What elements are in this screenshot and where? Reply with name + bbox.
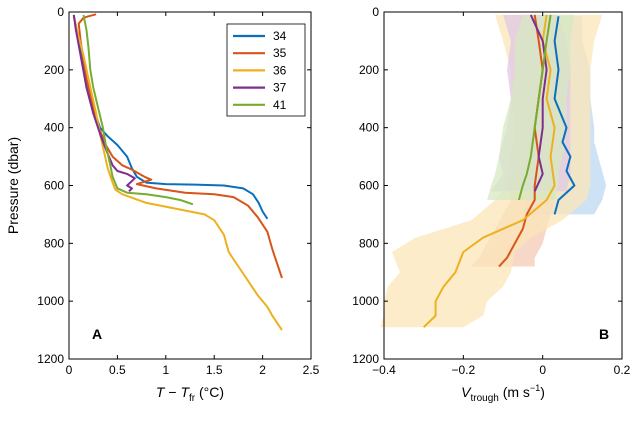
panel-a-xtick-label: 0.5	[109, 363, 126, 377]
panel-b-letter: B	[599, 326, 609, 342]
panel-a-xtick-label: 0	[66, 363, 73, 377]
panel-b-ytick-label: 0	[372, 5, 379, 19]
panel-a-series-37	[72, 14, 136, 193]
panel-a-ytick-label: 0	[57, 5, 64, 19]
panel-a-ytick-label: 1000	[37, 294, 64, 308]
panel-b-ytick-label: 800	[359, 236, 379, 250]
panel-b-series-36	[423, 14, 556, 328]
panel-a-ytick-label: 800	[44, 236, 64, 250]
panel-a-xlabel: T − Tfr (°C)	[156, 384, 224, 404]
panel-a-series-41	[82, 14, 194, 206]
panel-b-xtick-label: −0.4	[372, 363, 396, 377]
panel-a-ytick-label: 600	[44, 179, 64, 193]
panel-a-xtick-label: 2	[259, 363, 266, 377]
panel-b-xtick-label: 0	[539, 363, 546, 377]
panel-a-series-36	[72, 14, 283, 331]
legend-label-35: 35	[273, 46, 287, 60]
legend-label-37: 37	[273, 81, 287, 95]
legend-label-41: 41	[273, 98, 287, 112]
panel-b-xlabel: Vtrough (m s−1)	[461, 383, 545, 404]
xlabel-part-sub: fr	[189, 393, 196, 404]
xlabel-part-sup: −1	[530, 383, 540, 393]
legend-label-34: 34	[273, 29, 287, 43]
panel-a-xtick-label: 1.5	[206, 363, 223, 377]
xlabel-part-v: V	[461, 384, 472, 400]
xlabel-part-t2: T	[180, 384, 190, 400]
panel-b: −0.4 −0.2 0 0.2 0 200 400 600 800 1000 1200 Vtrough…	[352, 5, 630, 404]
panel-b-ytick-label: 1200	[352, 352, 379, 366]
xlabel-part-minus: −	[164, 384, 180, 400]
panel-b-ytick-label: 600	[359, 179, 379, 193]
panel-a-ylabel: Pressure (dbar)	[5, 137, 21, 234]
panel-a: 0 0.5 1 1.5 2 2.5 0 200 400 600 800 1000 1200 Pressur…	[5, 5, 320, 404]
xlabel-part-unit: (m s	[499, 384, 530, 400]
panel-b-ytick-label: 1000	[352, 294, 379, 308]
panel-b-xtick-label: 0.2	[614, 363, 631, 377]
panel-b-series-34	[553, 16, 576, 215]
panel-a-ytick-label: 200	[44, 63, 64, 77]
panel-a-ytick-label: 400	[44, 121, 64, 135]
panel-b-series-37	[529, 14, 548, 192]
xlabel-part-t: T	[156, 384, 166, 400]
panel-a-xtick-label: 1	[162, 363, 169, 377]
panel-b-ytick-label: 200	[359, 63, 379, 77]
panel-b-ytick-label: 400	[359, 121, 379, 135]
xlabel-part-close: )	[540, 384, 545, 400]
panel-a-letter: A	[92, 326, 102, 342]
panel-a-xtick-label: 2.5	[303, 363, 320, 377]
xlabel-part-unit: (°C)	[195, 384, 224, 400]
panel-b-band-41	[487, 14, 575, 201]
panel-b-xtick-label: −0.2	[451, 363, 475, 377]
legend-label-36: 36	[273, 63, 287, 77]
xlabel-part-sub: trough	[470, 393, 498, 404]
panel-b-series-41	[517, 14, 552, 201]
panel-a-ytick-label: 1200	[37, 352, 64, 366]
